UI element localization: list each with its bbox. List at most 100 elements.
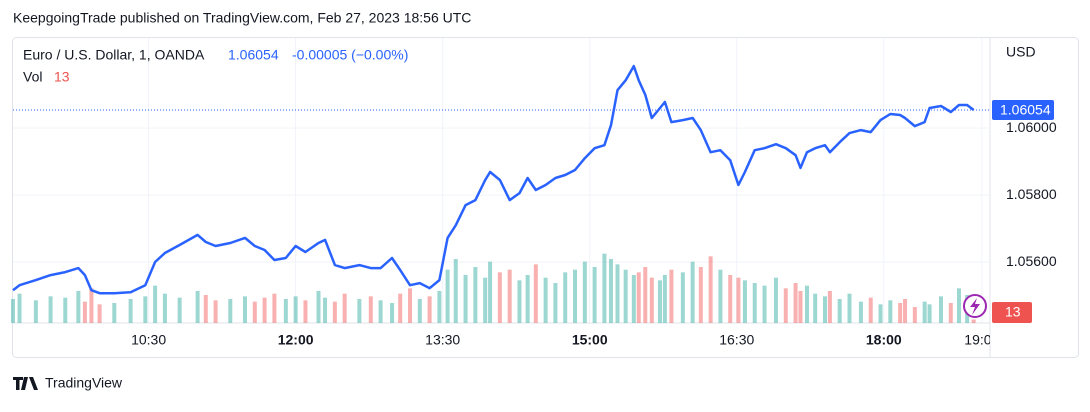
volume-bar [798, 291, 803, 323]
volume-bar [128, 299, 133, 323]
volume-bar [342, 293, 347, 323]
volume-bar [525, 275, 530, 323]
volume-bar [680, 272, 685, 323]
y-tick-label: 1.06000 [1006, 119, 1057, 135]
volume-bar [762, 285, 767, 323]
volume-bar [228, 299, 233, 323]
volume-bar [718, 269, 723, 323]
volume-bar [903, 299, 908, 323]
volume-bar [517, 280, 522, 323]
volume-bar [89, 288, 94, 323]
currency: USD [1006, 44, 1036, 60]
volume-bar [283, 299, 288, 323]
volume-bar [742, 280, 747, 323]
volume-bar [822, 296, 827, 323]
volume-bar [507, 269, 512, 323]
volume-bar [631, 275, 636, 323]
volume-bar [293, 296, 298, 323]
volume-bar [195, 291, 200, 323]
volume-bar [368, 296, 373, 323]
volume-bar [497, 272, 502, 323]
volume-bar [76, 291, 81, 323]
brand: TradingView [45, 375, 123, 391]
volume-bar [922, 301, 927, 323]
volume-bar [793, 283, 798, 323]
volume-bar [553, 283, 558, 323]
y-tick-label: 1.05600 [1006, 253, 1057, 269]
volume-bar [878, 304, 883, 323]
last-price-tag-text: 1.06054 [1000, 102, 1051, 118]
volume-bar [203, 295, 208, 323]
x-tick-label: 13:30 [425, 332, 460, 348]
volume-bar [213, 300, 218, 323]
volume-bar [662, 275, 667, 323]
frame [12, 37, 1079, 358]
volume-bar [736, 277, 741, 323]
volume-bar [690, 261, 695, 323]
volume-tag-text: 13 [1005, 304, 1021, 320]
x-tick-label: 15:00 [572, 332, 608, 348]
volume-bar [303, 300, 308, 323]
volume-bar [805, 285, 810, 323]
volume-bar [437, 291, 442, 323]
volume-bar [783, 288, 788, 323]
volume-bar [592, 267, 597, 323]
volume-bar [417, 299, 422, 323]
volume-bar [162, 293, 167, 323]
x-tick-label: 19:00 [964, 332, 999, 348]
volume-bar [533, 264, 538, 323]
volume-bar [813, 293, 818, 323]
volume-bar [649, 277, 654, 323]
volume-bar [316, 291, 321, 323]
x-tick-label: 16:30 [719, 332, 754, 348]
volume-bar [17, 293, 22, 323]
volume-bar [858, 301, 863, 323]
volume-bar [390, 303, 395, 323]
volume-bar [488, 261, 493, 323]
volume-bar [956, 288, 961, 323]
brand-logo [13, 377, 38, 390]
volume-bar [912, 307, 917, 323]
volume-bar [927, 304, 932, 323]
volume-bar [708, 256, 713, 323]
volume-bar [112, 303, 117, 323]
volume-bar [657, 280, 662, 323]
volume-bar [608, 259, 613, 323]
volume-bar [408, 288, 413, 323]
volume-bar [938, 296, 943, 323]
volume-bar [82, 301, 87, 323]
volume-bar [63, 297, 68, 323]
volume-bar [483, 277, 488, 323]
volume-bar [948, 303, 953, 323]
volume-bar [837, 299, 842, 323]
alert-icon-bolt [970, 298, 980, 315]
volume-bar [378, 300, 383, 323]
volume-bar [602, 253, 607, 323]
volume-bar [543, 277, 548, 323]
header: KeepgoingTrade published on TradingView.… [13, 10, 471, 26]
volume-bar [252, 301, 257, 323]
volume-bar [563, 272, 568, 323]
y-tick-label: 1.05800 [1006, 186, 1057, 202]
volume-bar [752, 283, 757, 323]
volume-bar [636, 272, 641, 323]
volume-bar [868, 297, 873, 323]
volume-bar [582, 261, 587, 323]
volume-bar [332, 301, 337, 323]
x-tick-label: 10:30 [131, 332, 166, 348]
x-tick-label: 18:00 [866, 332, 902, 348]
volume-bar [453, 259, 458, 323]
volume-bar [773, 277, 778, 323]
volume-bar [445, 269, 450, 323]
volume-bar [153, 285, 158, 323]
last-price-tag [992, 100, 1054, 121]
volume-bar [97, 304, 102, 323]
volume-bar [623, 269, 628, 323]
volume-bar [643, 267, 648, 323]
volume-bar [463, 275, 468, 323]
volume-value: 13 [54, 69, 70, 85]
volume-bar [272, 293, 277, 323]
volume-bar [177, 297, 182, 323]
volume-bar [971, 319, 976, 323]
volume-bar [698, 267, 703, 323]
